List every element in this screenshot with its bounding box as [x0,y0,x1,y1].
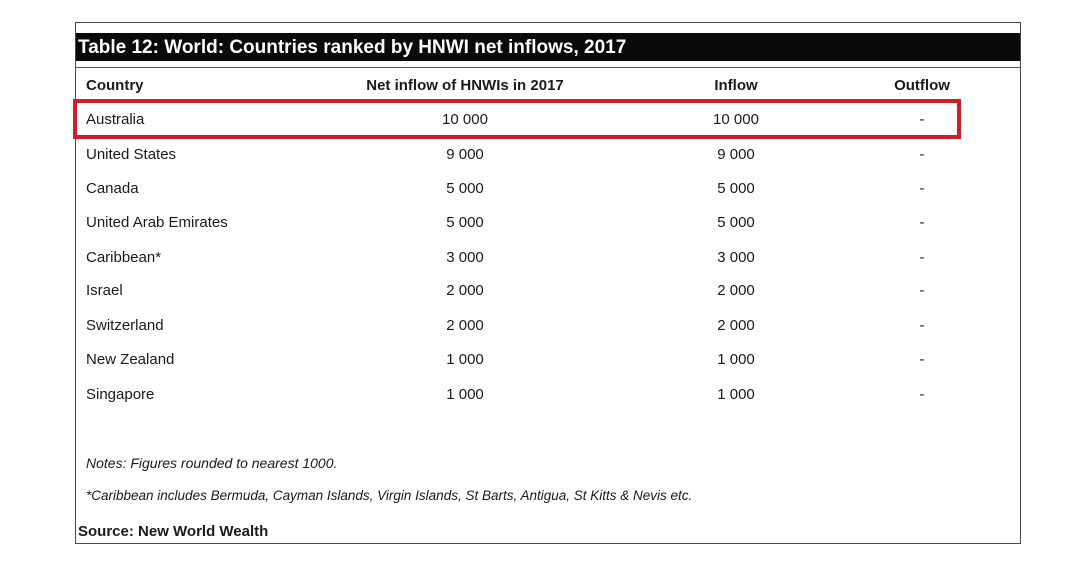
cell-outflow: - [919,249,925,266]
cell-country: Australia [86,111,145,128]
table-row: Singapore 1 000 1 000 - [76,386,1020,412]
highlight-box [73,99,961,139]
cell-outflow: - [919,386,925,403]
cell-net-inflow: 1 000 [446,386,484,403]
cell-inflow: 10 000 [713,111,759,128]
cell-country: Caribbean* [86,249,162,266]
table-row: Caribbean* 3 000 3 000 - [76,249,1020,275]
cell-inflow: 5 000 [717,180,755,197]
cell-country: United Arab Emirates [86,214,228,231]
cell-inflow: 2 000 [717,317,755,334]
cell-country: Switzerland [86,317,164,334]
table-row: Canada 5 000 5 000 - [76,180,1020,206]
cell-inflow: 3 000 [717,249,755,266]
cell-outflow: - [919,214,925,231]
column-header-inflow: Inflow [714,77,758,94]
cell-net-inflow: 2 000 [446,317,484,334]
cell-country: Singapore [86,386,155,403]
table-frame: Table 12: World: Countries ranked by HNW… [73,22,1021,544]
cell-outflow: - [919,111,925,128]
cell-net-inflow: 3 000 [446,249,484,266]
header-divider [76,67,1020,68]
cell-outflow: - [919,317,925,334]
column-header-country: Country [86,77,144,94]
column-header-outflow: Outflow [894,77,950,94]
table-title: Table 12: World: Countries ranked by HNW… [76,33,1020,61]
cell-net-inflow: 5 000 [446,214,484,231]
cell-net-inflow: 5 000 [446,180,484,197]
cell-country: Canada [86,180,139,197]
cell-inflow: 1 000 [717,351,755,368]
table-row: United States 9 000 9 000 - [76,146,1020,172]
cell-outflow: - [919,282,925,299]
table-row: Switzerland 2 000 2 000 - [76,317,1020,343]
cell-outflow: - [919,351,925,368]
cell-inflow: 5 000 [717,214,755,231]
cell-net-inflow: 9 000 [446,146,484,163]
source-credit: Source: New World Wealth [78,523,269,540]
cell-country: New Zealand [86,351,175,368]
column-header-net-inflow: Net inflow of HNWIs in 2017 [366,77,564,94]
cell-outflow: - [919,146,925,163]
table-note: Notes: Figures rounded to nearest 1000. [86,455,338,471]
cell-inflow: 9 000 [717,146,755,163]
cell-country: Israel [86,282,123,299]
cell-outflow: - [919,180,925,197]
table-row: Australia 10 000 10 000 - [76,111,1020,137]
caribbean-footnote: *Caribbean includes Bermuda, Cayman Isla… [86,488,693,503]
cell-country: United States [86,146,177,163]
table-row: New Zealand 1 000 1 000 - [76,351,1020,377]
table-row: United Arab Emirates 5 000 5 000 - [76,214,1020,240]
cell-inflow: 2 000 [717,282,755,299]
cell-net-inflow: 2 000 [446,282,484,299]
table-row: Israel 2 000 2 000 - [76,282,1020,308]
cell-net-inflow: 10 000 [442,111,488,128]
cell-net-inflow: 1 000 [446,351,484,368]
cell-inflow: 1 000 [717,386,755,403]
